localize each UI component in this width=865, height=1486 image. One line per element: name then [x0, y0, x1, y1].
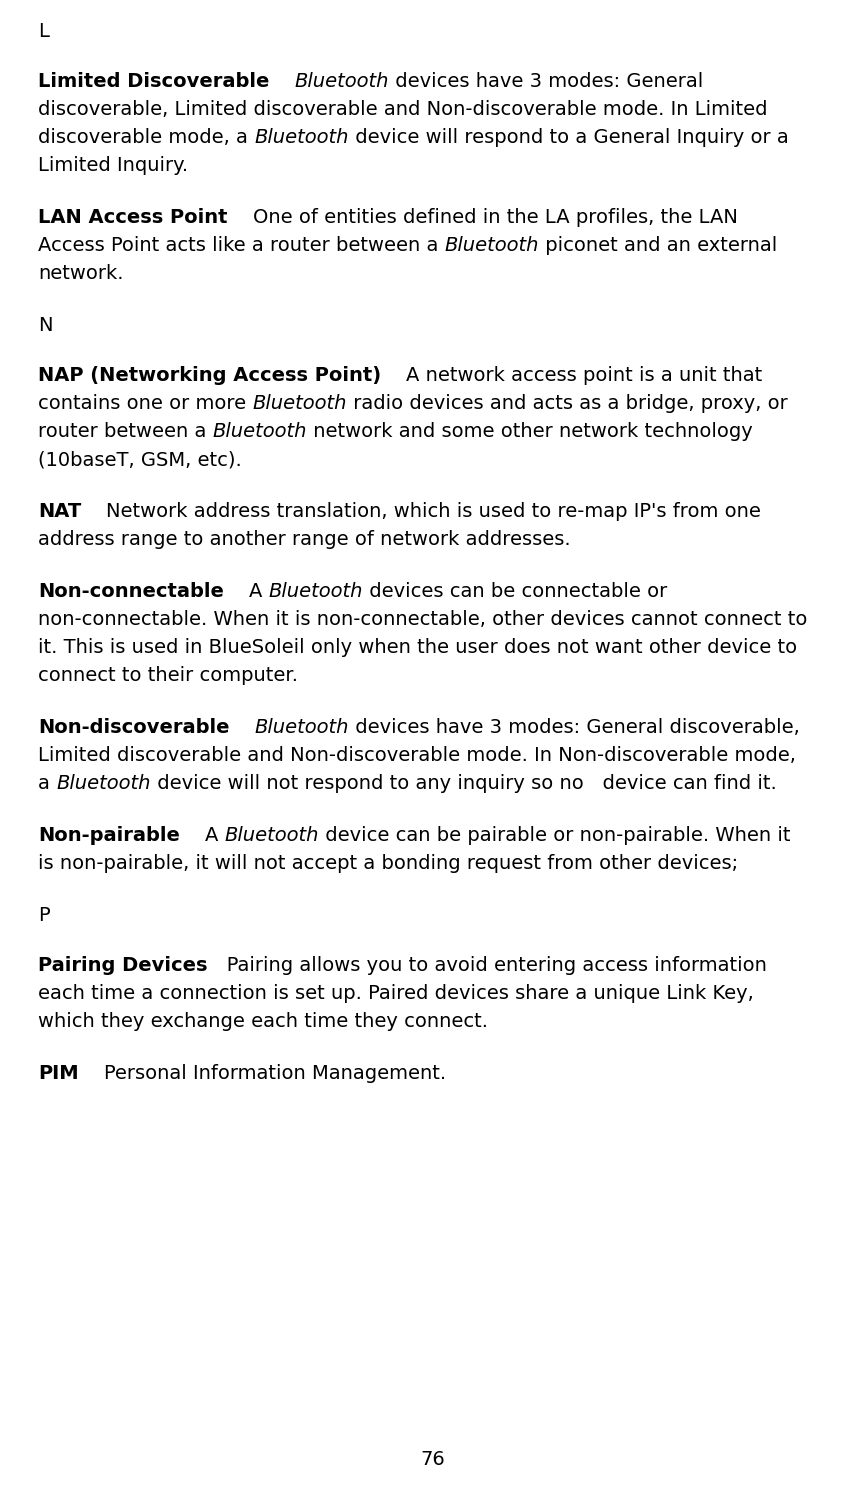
- Text: Limited Inquiry.: Limited Inquiry.: [38, 156, 188, 175]
- Text: Bluetooth: Bluetooth: [253, 394, 347, 413]
- Text: piconet and an external: piconet and an external: [539, 236, 778, 256]
- Text: contains one or more: contains one or more: [38, 394, 253, 413]
- Text: router between a: router between a: [38, 422, 213, 441]
- Text: radio devices and acts as a bridge, proxy, or: radio devices and acts as a bridge, prox…: [347, 394, 788, 413]
- Text: LAN Access Point: LAN Access Point: [38, 208, 227, 227]
- Text: P: P: [38, 906, 49, 924]
- Text: Personal Information Management.: Personal Information Management.: [79, 1064, 445, 1083]
- Text: is non-pairable, it will not accept a bonding request from other devices;: is non-pairable, it will not accept a bo…: [38, 854, 738, 872]
- Text: Access Point acts like a router between a: Access Point acts like a router between …: [38, 236, 445, 256]
- Text: which they exchange each time they connect.: which they exchange each time they conne…: [38, 1012, 488, 1031]
- Text: A network access point is a unit that: A network access point is a unit that: [381, 366, 762, 385]
- Text: it. This is used in BlueSoleil only when the user does not want other device to: it. This is used in BlueSoleil only when…: [38, 637, 798, 657]
- Text: network and some other network technology: network and some other network technolog…: [307, 422, 753, 441]
- Text: devices have 3 modes: General discoverable,: devices have 3 modes: General discoverab…: [349, 718, 800, 737]
- Text: Bluetooth: Bluetooth: [213, 422, 307, 441]
- Text: device can be pairable or non-pairable. When it: device can be pairable or non-pairable. …: [319, 826, 791, 846]
- Text: Bluetooth: Bluetooth: [56, 774, 151, 794]
- Text: Bluetooth: Bluetooth: [254, 128, 349, 147]
- Text: A: A: [180, 826, 225, 846]
- Text: N: N: [38, 317, 53, 334]
- Text: NAT: NAT: [38, 502, 81, 522]
- Text: Limited discoverable and Non-discoverable mode. In Non-discoverable mode,: Limited discoverable and Non-discoverabl…: [38, 746, 796, 765]
- Text: address range to another range of network addresses.: address range to another range of networ…: [38, 531, 571, 548]
- Text: Pairing allows you to avoid entering access information: Pairing allows you to avoid entering acc…: [208, 955, 766, 975]
- Text: (10baseT, GSM, etc).: (10baseT, GSM, etc).: [38, 450, 241, 470]
- Text: a: a: [38, 774, 56, 794]
- Text: non-connectable. When it is non-connectable, other devices cannot connect to: non-connectable. When it is non-connecta…: [38, 609, 807, 629]
- Text: device will respond to a General Inquiry or a: device will respond to a General Inquiry…: [349, 128, 788, 147]
- Text: devices can be connectable or: devices can be connectable or: [363, 583, 667, 600]
- Text: A: A: [224, 583, 268, 600]
- Text: connect to their computer.: connect to their computer.: [38, 666, 298, 685]
- Text: Pairing Devices: Pairing Devices: [38, 955, 208, 975]
- Text: Bluetooth: Bluetooth: [225, 826, 319, 846]
- Text: PIM: PIM: [38, 1064, 79, 1083]
- Text: Non-pairable: Non-pairable: [38, 826, 180, 846]
- Text: discoverable mode, a: discoverable mode, a: [38, 128, 254, 147]
- Text: One of entities defined in the LA profiles, the LAN: One of entities defined in the LA profil…: [227, 208, 737, 227]
- Text: L: L: [38, 22, 49, 42]
- Text: Non-discoverable: Non-discoverable: [38, 718, 229, 737]
- Text: Network address translation, which is used to re-map IP's from one: Network address translation, which is us…: [81, 502, 761, 522]
- Text: Limited Discoverable: Limited Discoverable: [38, 71, 269, 91]
- Text: Bluetooth: Bluetooth: [268, 583, 363, 600]
- Text: each time a connection is set up. Paired devices share a unique Link Key,: each time a connection is set up. Paired…: [38, 984, 753, 1003]
- Text: 76: 76: [420, 1450, 445, 1470]
- Text: network.: network.: [38, 265, 124, 282]
- Text: Bluetooth: Bluetooth: [445, 236, 539, 256]
- Text: Bluetooth: Bluetooth: [294, 71, 389, 91]
- Text: device will not respond to any inquiry so no   device can find it.: device will not respond to any inquiry s…: [151, 774, 777, 794]
- Text: NAP (Networking Access Point): NAP (Networking Access Point): [38, 366, 381, 385]
- Text: Bluetooth: Bluetooth: [254, 718, 349, 737]
- Text: devices have 3 modes: General: devices have 3 modes: General: [389, 71, 703, 91]
- Text: discoverable, Limited discoverable and Non-discoverable mode. In Limited: discoverable, Limited discoverable and N…: [38, 100, 767, 119]
- Text: Non-connectable: Non-connectable: [38, 583, 224, 600]
